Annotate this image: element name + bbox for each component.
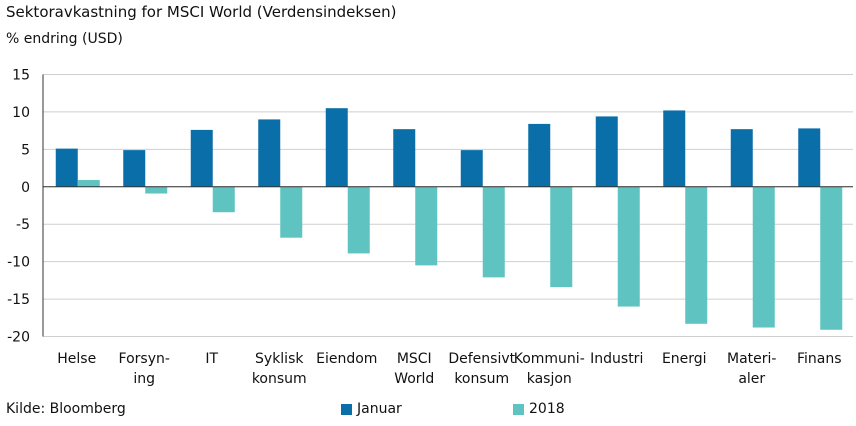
legend-label-januar: Januar xyxy=(357,401,402,417)
x-tick-label: Finans xyxy=(797,351,842,367)
bar-2018 xyxy=(685,186,708,324)
y-tick-label: 5 xyxy=(21,142,30,158)
bar-2018 xyxy=(617,186,640,307)
x-tick-label: IT xyxy=(205,351,218,367)
x-tick-label: Industri xyxy=(590,351,643,367)
x-tick-label: Defensivt xyxy=(448,351,515,367)
y-tick-label: 10 xyxy=(12,105,30,121)
chart-title: Sektoravkastning for MSCI World (Verdens… xyxy=(6,3,397,21)
bar-januar xyxy=(325,108,348,187)
bar-2018 xyxy=(347,186,370,254)
x-tick-label: Helse xyxy=(57,351,96,367)
x-tick-label: MSCI xyxy=(397,351,432,367)
bar-2018 xyxy=(145,186,168,194)
y-tick-label: 15 xyxy=(12,68,30,84)
x-tick-label: World xyxy=(394,371,434,387)
bar-2018 xyxy=(820,186,843,330)
bar-januar xyxy=(798,128,821,187)
legend-item-januar: Januar xyxy=(341,401,402,417)
bar-januar xyxy=(393,129,416,187)
bar-2018 xyxy=(482,186,505,278)
bar-2018 xyxy=(752,186,775,328)
bar-januar xyxy=(730,129,753,187)
x-tick-label: Eiendom xyxy=(316,351,377,367)
x-tick-label: Kommuni- xyxy=(514,351,585,367)
bar-januar xyxy=(595,116,618,187)
source-note: Kilde: Bloomberg xyxy=(6,401,126,417)
y-axis-label: % endring (USD) xyxy=(6,31,123,47)
bar-januar xyxy=(55,148,78,187)
x-tick-label: konsum xyxy=(454,371,509,387)
x-tick-label: kasjon xyxy=(527,371,572,387)
x-tick-label: ing xyxy=(133,371,155,387)
bar-2018 xyxy=(415,186,438,266)
y-tick-label: -10 xyxy=(7,255,30,271)
bar-2018 xyxy=(212,186,235,213)
y-tick-label: 0 xyxy=(21,180,30,196)
x-tick-label: Forsyn- xyxy=(119,351,170,367)
x-tick-label: Materi- xyxy=(727,351,776,367)
bar-2018 xyxy=(550,186,573,288)
bar-januar xyxy=(258,119,281,187)
x-tick-label: aler xyxy=(738,371,765,387)
bar-2018 xyxy=(280,186,303,238)
bar-januar xyxy=(190,129,213,187)
bar-januar xyxy=(460,150,483,187)
bar-januar xyxy=(528,123,551,187)
bar-2018 xyxy=(77,180,100,187)
bar-januar xyxy=(663,110,686,187)
legend-swatch-januar xyxy=(341,403,352,415)
x-tick-label: konsum xyxy=(252,371,307,387)
y-tick-label: -20 xyxy=(7,330,30,346)
x-tick-label: Energi xyxy=(662,351,707,367)
legend-swatch-2018 xyxy=(513,403,524,415)
y-tick-label: -15 xyxy=(7,292,30,308)
legend-label-2018: 2018 xyxy=(529,401,565,417)
bar-januar xyxy=(123,150,146,187)
x-tick-label: Syklisk xyxy=(255,351,304,367)
y-tick-label: -5 xyxy=(16,217,30,233)
legend-item-2018: 2018 xyxy=(513,401,565,417)
